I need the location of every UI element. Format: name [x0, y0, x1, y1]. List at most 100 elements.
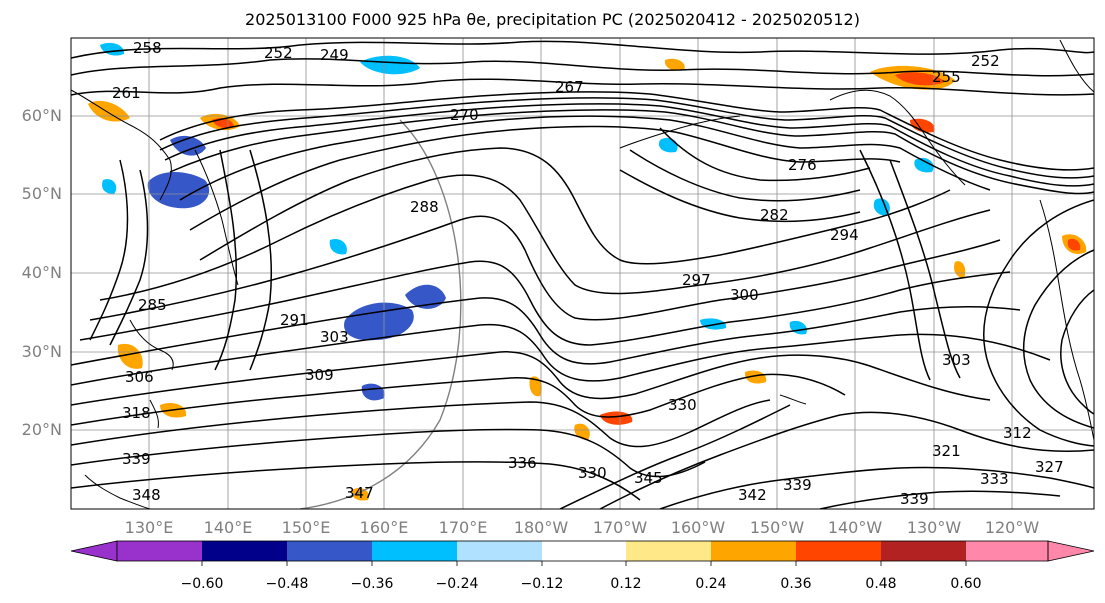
colorbar — [70, 540, 1095, 566]
contour-label-252: 252 — [264, 44, 293, 62]
colorbar-bin-7 — [626, 541, 711, 561]
precip-blob-orange-subtropic-2 — [744, 370, 767, 384]
contour-label-276: 276 — [788, 156, 817, 174]
lon-label-160e: 160°E — [359, 518, 409, 537]
contour-label-330b: 330 — [578, 464, 607, 482]
contour-label-270: 270 — [450, 106, 479, 124]
colorbar-bin-10 — [881, 541, 966, 561]
contour-label-345: 345 — [634, 469, 663, 487]
lon-label-140e: 140°E — [203, 518, 253, 537]
contour-label-318: 318 — [122, 404, 151, 422]
contour-label-288: 288 — [410, 198, 439, 216]
contour-label-294: 294 — [830, 226, 859, 244]
lon-label-180w: 180°W — [513, 518, 569, 537]
contour-label-347: 347 — [345, 484, 374, 502]
precip-blob-cyan-2 — [329, 238, 347, 255]
lat-label-40n: 40°N — [21, 263, 62, 282]
map-frame — [70, 37, 1095, 510]
contour-label-339: 339 — [122, 450, 151, 468]
lon-label-130w: 130°W — [906, 518, 962, 537]
precip-blob-orange-subtropic — [600, 411, 633, 425]
lon-label-160w: 160°W — [670, 518, 726, 537]
contour-label-333: 333 — [980, 470, 1009, 488]
colorbar-tick-m012: −0.12 — [520, 576, 564, 592]
precip-blob-cyan-bering — [360, 55, 420, 75]
precip-blob-blue-kamchatka — [147, 172, 210, 209]
lat-label-50n: 50°N — [21, 184, 62, 203]
contour-label-321: 321 — [932, 442, 961, 460]
contour-label-303b: 303 — [942, 351, 971, 369]
contour-label-261: 261 — [112, 84, 141, 102]
colorbar-bin-2 — [202, 541, 287, 561]
contour-label-291: 291 — [280, 311, 309, 329]
precip-blob-orange-philippines — [117, 343, 143, 369]
contour-label-267: 267 — [555, 78, 584, 96]
contour-label-258: 258 — [133, 39, 162, 57]
colorbar-bin-11 — [966, 541, 1048, 561]
contour-label-303: 303 — [320, 328, 349, 346]
contour-label-336: 336 — [508, 454, 537, 472]
lon-label-170e: 170°E — [438, 518, 488, 537]
precip-blob-red-4 — [1067, 238, 1081, 251]
lat-label-30n: 30°N — [21, 342, 62, 361]
contour-label-330: 330 — [668, 396, 697, 414]
contour-label-339c: 339 — [900, 490, 929, 508]
colorbar-bin-8 — [711, 541, 796, 561]
colorbar-tick-036: 0.36 — [780, 576, 812, 592]
colorbar-tick-012: 0.12 — [610, 576, 642, 592]
colorbar-bin-6 — [542, 541, 626, 561]
contour-label-285: 285 — [138, 296, 167, 314]
colorbar-extend-low — [70, 540, 118, 562]
precip-blob-blue-midpacific-2 — [405, 284, 446, 309]
contour-label-342: 342 — [738, 486, 767, 504]
contour-label-312: 312 — [1003, 424, 1032, 442]
lon-label-120w: 120°W — [984, 518, 1040, 537]
colorbar-tick-m048: −0.48 — [265, 576, 309, 592]
lon-label-150e: 150°E — [281, 518, 331, 537]
contour-label-300: 300 — [730, 286, 759, 304]
colorbar-tick-m036: −0.36 — [350, 576, 394, 592]
lon-label-140w: 140°W — [827, 518, 883, 537]
contour-label-297: 297 — [682, 271, 711, 289]
precip-blob-cyan-6 — [873, 198, 890, 216]
contour-label-348: 348 — [132, 486, 161, 504]
precip-blob-orange-6 — [664, 58, 685, 71]
colorbar-tick-m060: −0.60 — [180, 576, 224, 592]
colorbar-tick-024: 0.24 — [695, 576, 727, 592]
contour-label-282: 282 — [760, 206, 789, 224]
colorbar-bin-5 — [457, 541, 542, 561]
contour-label-306: 306 — [125, 368, 154, 386]
colorbar-tick-048: 0.48 — [865, 576, 897, 592]
colorbar-bin-1 — [117, 541, 202, 561]
precip-blob-blue-japan-sea — [170, 135, 206, 156]
precip-blob-blue-midpacific — [344, 302, 414, 341]
contour-label-309: 309 — [305, 366, 334, 384]
contour-label-255: 255 — [932, 68, 961, 86]
lat-label-60n: 60°N — [21, 106, 62, 125]
colorbar-tick-060: 0.60 — [950, 576, 982, 592]
precip-blob-orange-7 — [351, 488, 369, 501]
precip-blob-red-alaska — [895, 72, 945, 86]
contour-label-252b: 252 — [971, 52, 1000, 70]
contour-label-339b: 339 — [783, 476, 812, 494]
map-content: 258 252 249 261 267 276 282 294 297 300 … — [71, 38, 1094, 509]
precip-blob-cyan-7 — [914, 157, 934, 173]
colorbar-tick-m024: −0.24 — [435, 576, 479, 592]
lat-label-20n: 20°N — [21, 420, 62, 439]
contour-label-249: 249 — [320, 46, 349, 64]
colorbar-bin-4 — [372, 541, 457, 561]
contour-labels: 258 252 249 261 267 276 282 294 297 300 … — [112, 39, 1064, 508]
contour-label-327: 327 — [1035, 458, 1064, 476]
theta-e-contours — [71, 40, 1094, 509]
coastlines — [71, 39, 1094, 509]
colorbar-extend-high — [1047, 540, 1095, 562]
lon-label-130e: 130°E — [124, 518, 174, 537]
colorbar-bin-9 — [796, 541, 881, 561]
precip-blob-cyan-9 — [102, 179, 117, 194]
lon-label-150w: 150°W — [749, 518, 805, 537]
map-title: 2025013100 F000 925 hPa θe, precipitatio… — [245, 10, 860, 29]
precip-blob-orange-2 — [529, 376, 542, 397]
colorbar-ticks — [201, 561, 967, 566]
colorbar-bin-3 — [287, 541, 372, 561]
